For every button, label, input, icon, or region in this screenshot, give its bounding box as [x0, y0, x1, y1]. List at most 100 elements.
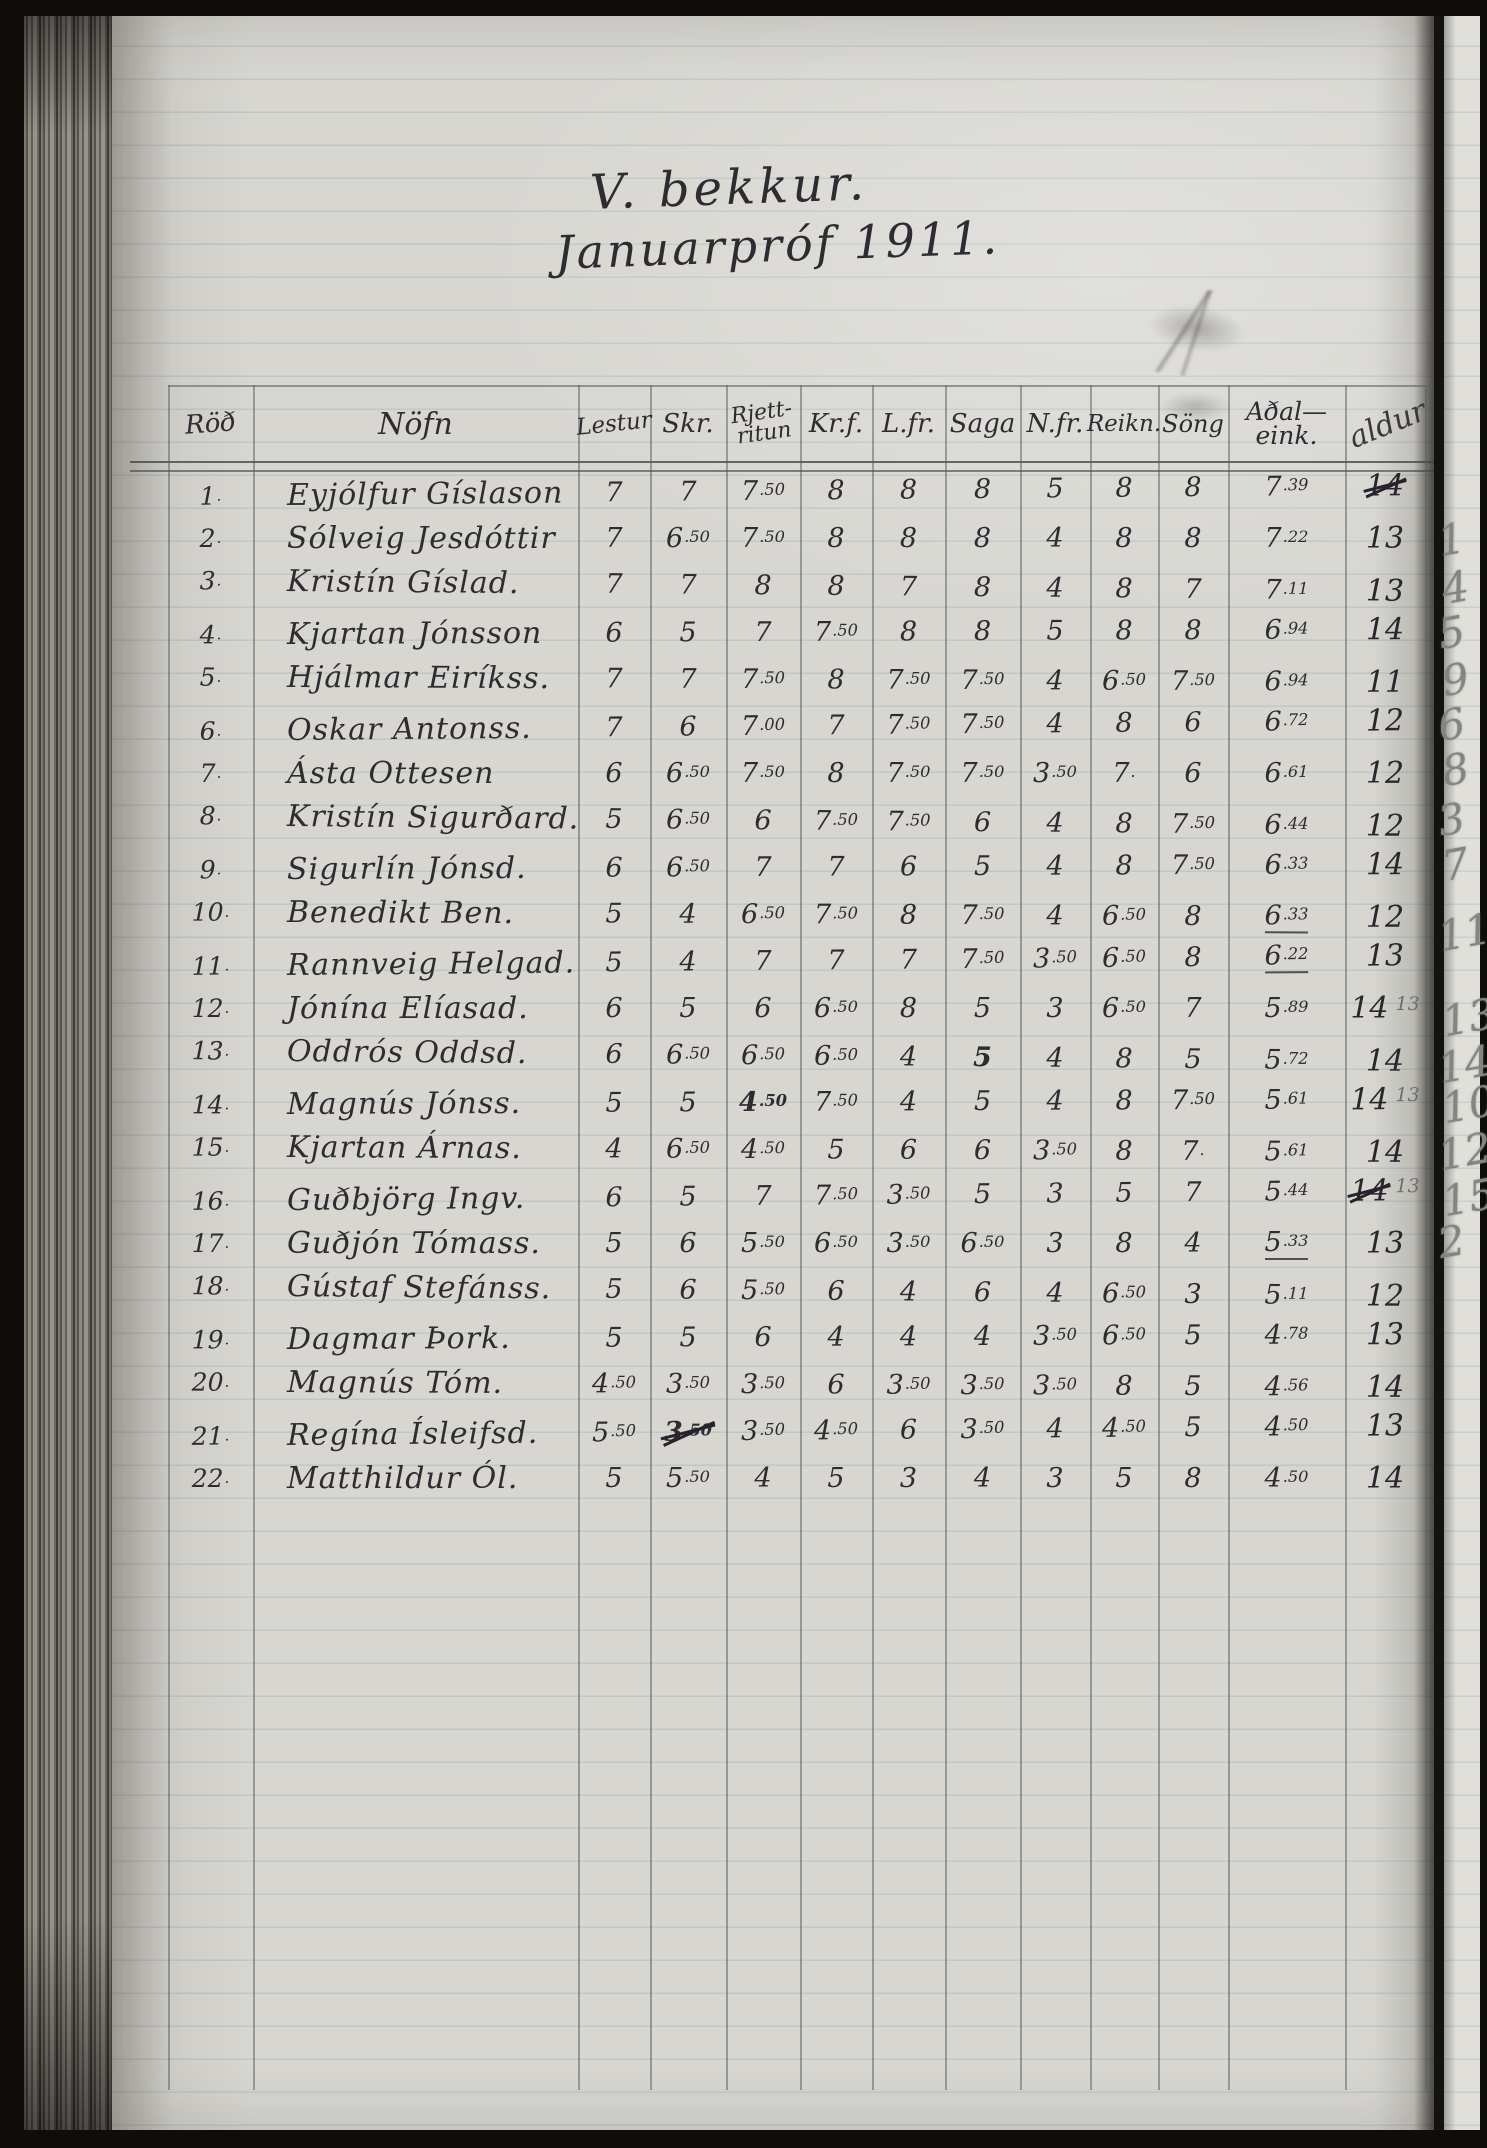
handwritten-value: 5	[679, 1087, 697, 1119]
decimal-part: .50	[684, 527, 710, 547]
handwritten-value: 8	[1115, 615, 1133, 647]
handwritten-value: 12.	[191, 994, 230, 1023]
handwritten-value: 6.50	[960, 1228, 1005, 1259]
handwritten-value: 7.	[1181, 1135, 1205, 1167]
student-name: Kristín Gíslad.	[286, 564, 520, 602]
handwritten-value: 5	[605, 898, 623, 930]
grade-cell: 6	[578, 750, 650, 797]
decimal-part: .	[216, 667, 222, 686]
name-cell: Oddrós Oddsd.	[253, 1028, 612, 1078]
handwritten-value: 7.50	[960, 664, 1005, 697]
student-name: Dagmar Þork.	[286, 1321, 511, 1357]
student-name: Magnús Jónss.	[286, 1085, 522, 1122]
grade-cell: 6	[872, 1406, 945, 1454]
grade-cell: 3.50	[872, 1171, 945, 1219]
handwritten-value: 3	[1184, 1278, 1202, 1310]
handwritten-value: 8.	[199, 801, 222, 831]
table-column-rule	[1425, 385, 1427, 2090]
decimal-part: .50	[1051, 1139, 1078, 1159]
table-row: 4. Kjartan Jónsson 6 5 7 7.50 8 8 5 8 8 6.94 14	[0, 606, 1487, 659]
grade-cell: 8	[872, 608, 945, 655]
grade-cell: 8	[1090, 1363, 1158, 1410]
decimal-part: .50	[759, 1279, 786, 1299]
decimal-part: .	[224, 998, 230, 1017]
grade-cell: 4	[1020, 1405, 1090, 1453]
handwritten-value: 7.50	[741, 758, 785, 789]
grade-cell: 5	[650, 1314, 726, 1361]
grade-cell: 6.50	[800, 1220, 872, 1267]
handwritten-value: 8	[899, 523, 918, 554]
grade-cell: 5	[1020, 607, 1090, 654]
grade-cell: 5	[1020, 465, 1090, 513]
handwritten-value: 6.	[199, 716, 222, 746]
handwritten-value: 22.	[191, 1464, 230, 1493]
decimal-part: .44	[1282, 814, 1309, 834]
handwritten-value: 5	[1184, 1412, 1202, 1444]
decimal-part: .50	[759, 480, 786, 500]
student-name: Guðbjörg Ingv.	[286, 1180, 526, 1218]
handwritten-value: 8	[899, 899, 918, 931]
grade-cell: 6.50	[1090, 893, 1158, 940]
table-row: 7. Ásta Ottesen 6 6.50 7.50 8 7.50 7.50 3.50 7. 6 6…	[0, 750, 1487, 797]
grade-cell: 8	[1090, 1035, 1158, 1083]
handwritten-value: 6.50	[665, 1039, 711, 1071]
handwritten-value: 8	[1115, 472, 1133, 504]
handwritten-value: 6.50	[665, 1133, 711, 1165]
grade-cell: 3.50	[872, 1362, 945, 1409]
grade-cell: 5	[578, 1079, 650, 1126]
grade-cell: 6	[726, 985, 800, 1032]
decimal-part: .50	[759, 762, 785, 782]
handwritten-value: 3.50	[960, 1369, 1005, 1402]
grade-cell: 7	[1158, 985, 1228, 1032]
handwritten-value: 8	[1184, 900, 1202, 932]
decimal-part: .50	[684, 1043, 711, 1064]
handwritten-value: 6.50	[814, 993, 858, 1024]
handwritten-value: 12	[1365, 1278, 1405, 1314]
decimal-part: .50	[1120, 1416, 1147, 1437]
decimal-part: .44	[1282, 1180, 1309, 1200]
student-name: Kjartan Jónsson	[286, 615, 543, 652]
grade-cell: 6.50	[650, 1031, 726, 1079]
student-name: Ásta Ottesen	[287, 756, 495, 791]
decimal-part: .	[224, 1191, 230, 1210]
handwritten-value: 7.50	[1170, 1085, 1215, 1117]
decimal-part: .50	[1051, 1374, 1078, 1394]
row-number-cell: 13.	[168, 1027, 253, 1075]
header-rjettritun: Rjett- ritun	[729, 396, 794, 450]
grade-cell: 8	[1090, 565, 1158, 613]
grade-cell: 7.50	[945, 750, 1020, 797]
handwritten-value: 6	[679, 1274, 697, 1306]
handwritten-value: 8	[1184, 472, 1202, 504]
grade-cell: 7.50	[800, 1172, 872, 1220]
grade-cell: 4	[1020, 1077, 1090, 1124]
grade-cell: 7	[578, 561, 650, 609]
grade-cell: 6.50	[726, 891, 800, 938]
grade-cell: 5.50	[650, 1455, 726, 1502]
grade-cell: 4	[1020, 842, 1090, 889]
grade-cell: 8	[1090, 800, 1158, 848]
handwritten-value: 4	[1046, 1277, 1064, 1309]
handwritten-value: 7	[754, 945, 772, 977]
handwritten-value: 13	[1365, 1226, 1405, 1261]
decimal-part: .50	[610, 1421, 637, 1441]
student-name: Guðjón Tómass.	[287, 1226, 541, 1261]
decimal-part: .50	[684, 1373, 711, 1393]
row-number-cell: 5.	[168, 653, 253, 700]
grade-cell: 7	[650, 561, 726, 609]
header-nofn: Nöfn	[378, 406, 453, 442]
decimal-part: .50	[1051, 762, 1077, 782]
grade-cell: 8	[872, 466, 945, 514]
decimal-part: .50	[832, 1184, 859, 1204]
handwritten-value: 7.50	[741, 523, 785, 554]
handwritten-value: 6	[679, 1228, 697, 1259]
handwritten-value: 8	[899, 474, 918, 506]
grade-cell: 8	[800, 656, 872, 703]
grade-cell: 6	[945, 1269, 1020, 1317]
row-number-cell: 2.	[168, 515, 253, 562]
decimal-part: .50	[904, 1183, 931, 1204]
grade-cell: 8	[1158, 1455, 1228, 1502]
row-number-cell: 14.	[168, 1081, 253, 1128]
age-cell: 14	[1345, 841, 1425, 888]
name-cell: Magnús Jónss.	[253, 1080, 612, 1129]
decimal-part: .	[224, 1041, 230, 1060]
